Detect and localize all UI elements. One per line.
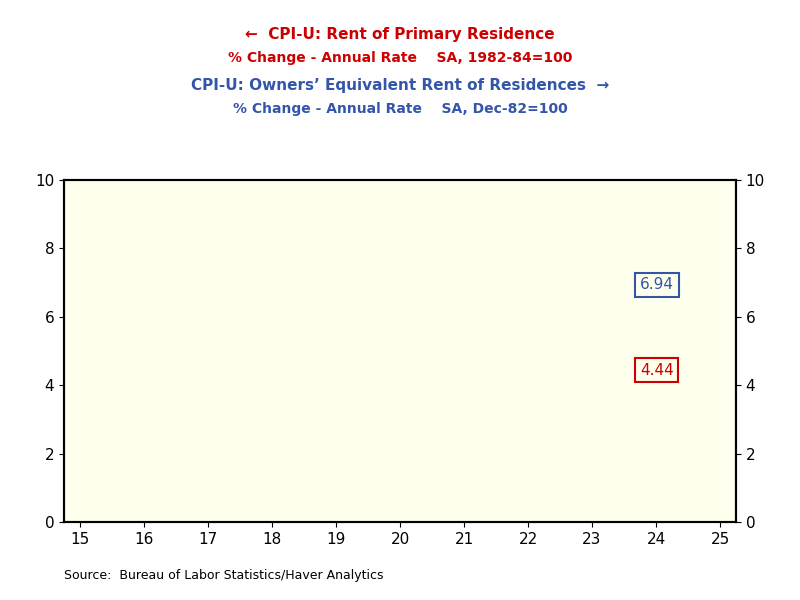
Text: 6.94: 6.94 [640,277,674,292]
Text: Source:  Bureau of Labor Statistics/Haver Analytics: Source: Bureau of Labor Statistics/Haver… [64,569,383,582]
Text: 4.44: 4.44 [640,362,674,377]
Text: ←  CPI-U: Rent of Primary Residence: ← CPI-U: Rent of Primary Residence [245,27,555,42]
Text: % Change - Annual Rate    SA, Dec-82=100: % Change - Annual Rate SA, Dec-82=100 [233,102,567,116]
Text: % Change - Annual Rate    SA, 1982-84=100: % Change - Annual Rate SA, 1982-84=100 [228,51,572,65]
Text: CPI-U: Owners’ Equivalent Rent of Residences  →: CPI-U: Owners’ Equivalent Rent of Reside… [191,78,609,93]
